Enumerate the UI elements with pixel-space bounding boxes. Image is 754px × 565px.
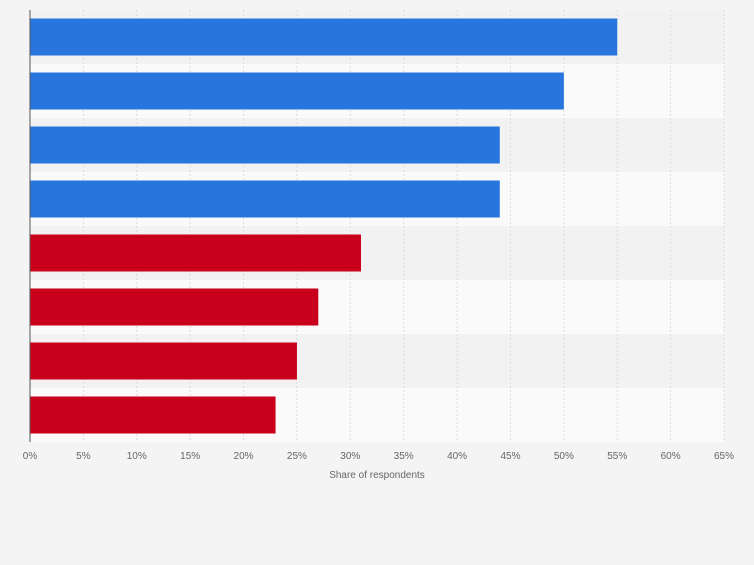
bar[interactable]: [30, 18, 618, 56]
bar[interactable]: [30, 72, 564, 110]
x-tick-label: 35%: [394, 451, 414, 462]
x-tick-label: 5%: [76, 451, 91, 462]
bar[interactable]: [30, 180, 500, 218]
bar[interactable]: [30, 234, 361, 272]
x-tick-label: 50%: [554, 451, 574, 462]
bar-series: [30, 18, 618, 434]
bar[interactable]: [30, 396, 276, 434]
x-tick-label: 15%: [180, 451, 200, 462]
x-tick-label: 60%: [661, 451, 681, 462]
x-tick-label: 0%: [23, 451, 38, 462]
x-tick-label: 25%: [287, 451, 307, 462]
x-tick-label: 65%: [714, 451, 734, 462]
x-axis-title: Share of respondents: [329, 470, 425, 481]
x-axis-ticks: 0% 5% 10% 15% 20% 25% 30% 35% 40% 45% 50% 55% 60% 65%: [23, 451, 734, 462]
x-tick-label: 45%: [500, 451, 520, 462]
bar[interactable]: [30, 288, 319, 326]
bar[interactable]: [30, 126, 500, 164]
x-tick-label: 55%: [607, 451, 627, 462]
x-tick-label: 30%: [340, 451, 360, 462]
x-tick-label: 40%: [447, 451, 467, 462]
x-tick-label: 10%: [127, 451, 147, 462]
bar[interactable]: [30, 342, 297, 380]
x-tick-label: 20%: [234, 451, 254, 462]
